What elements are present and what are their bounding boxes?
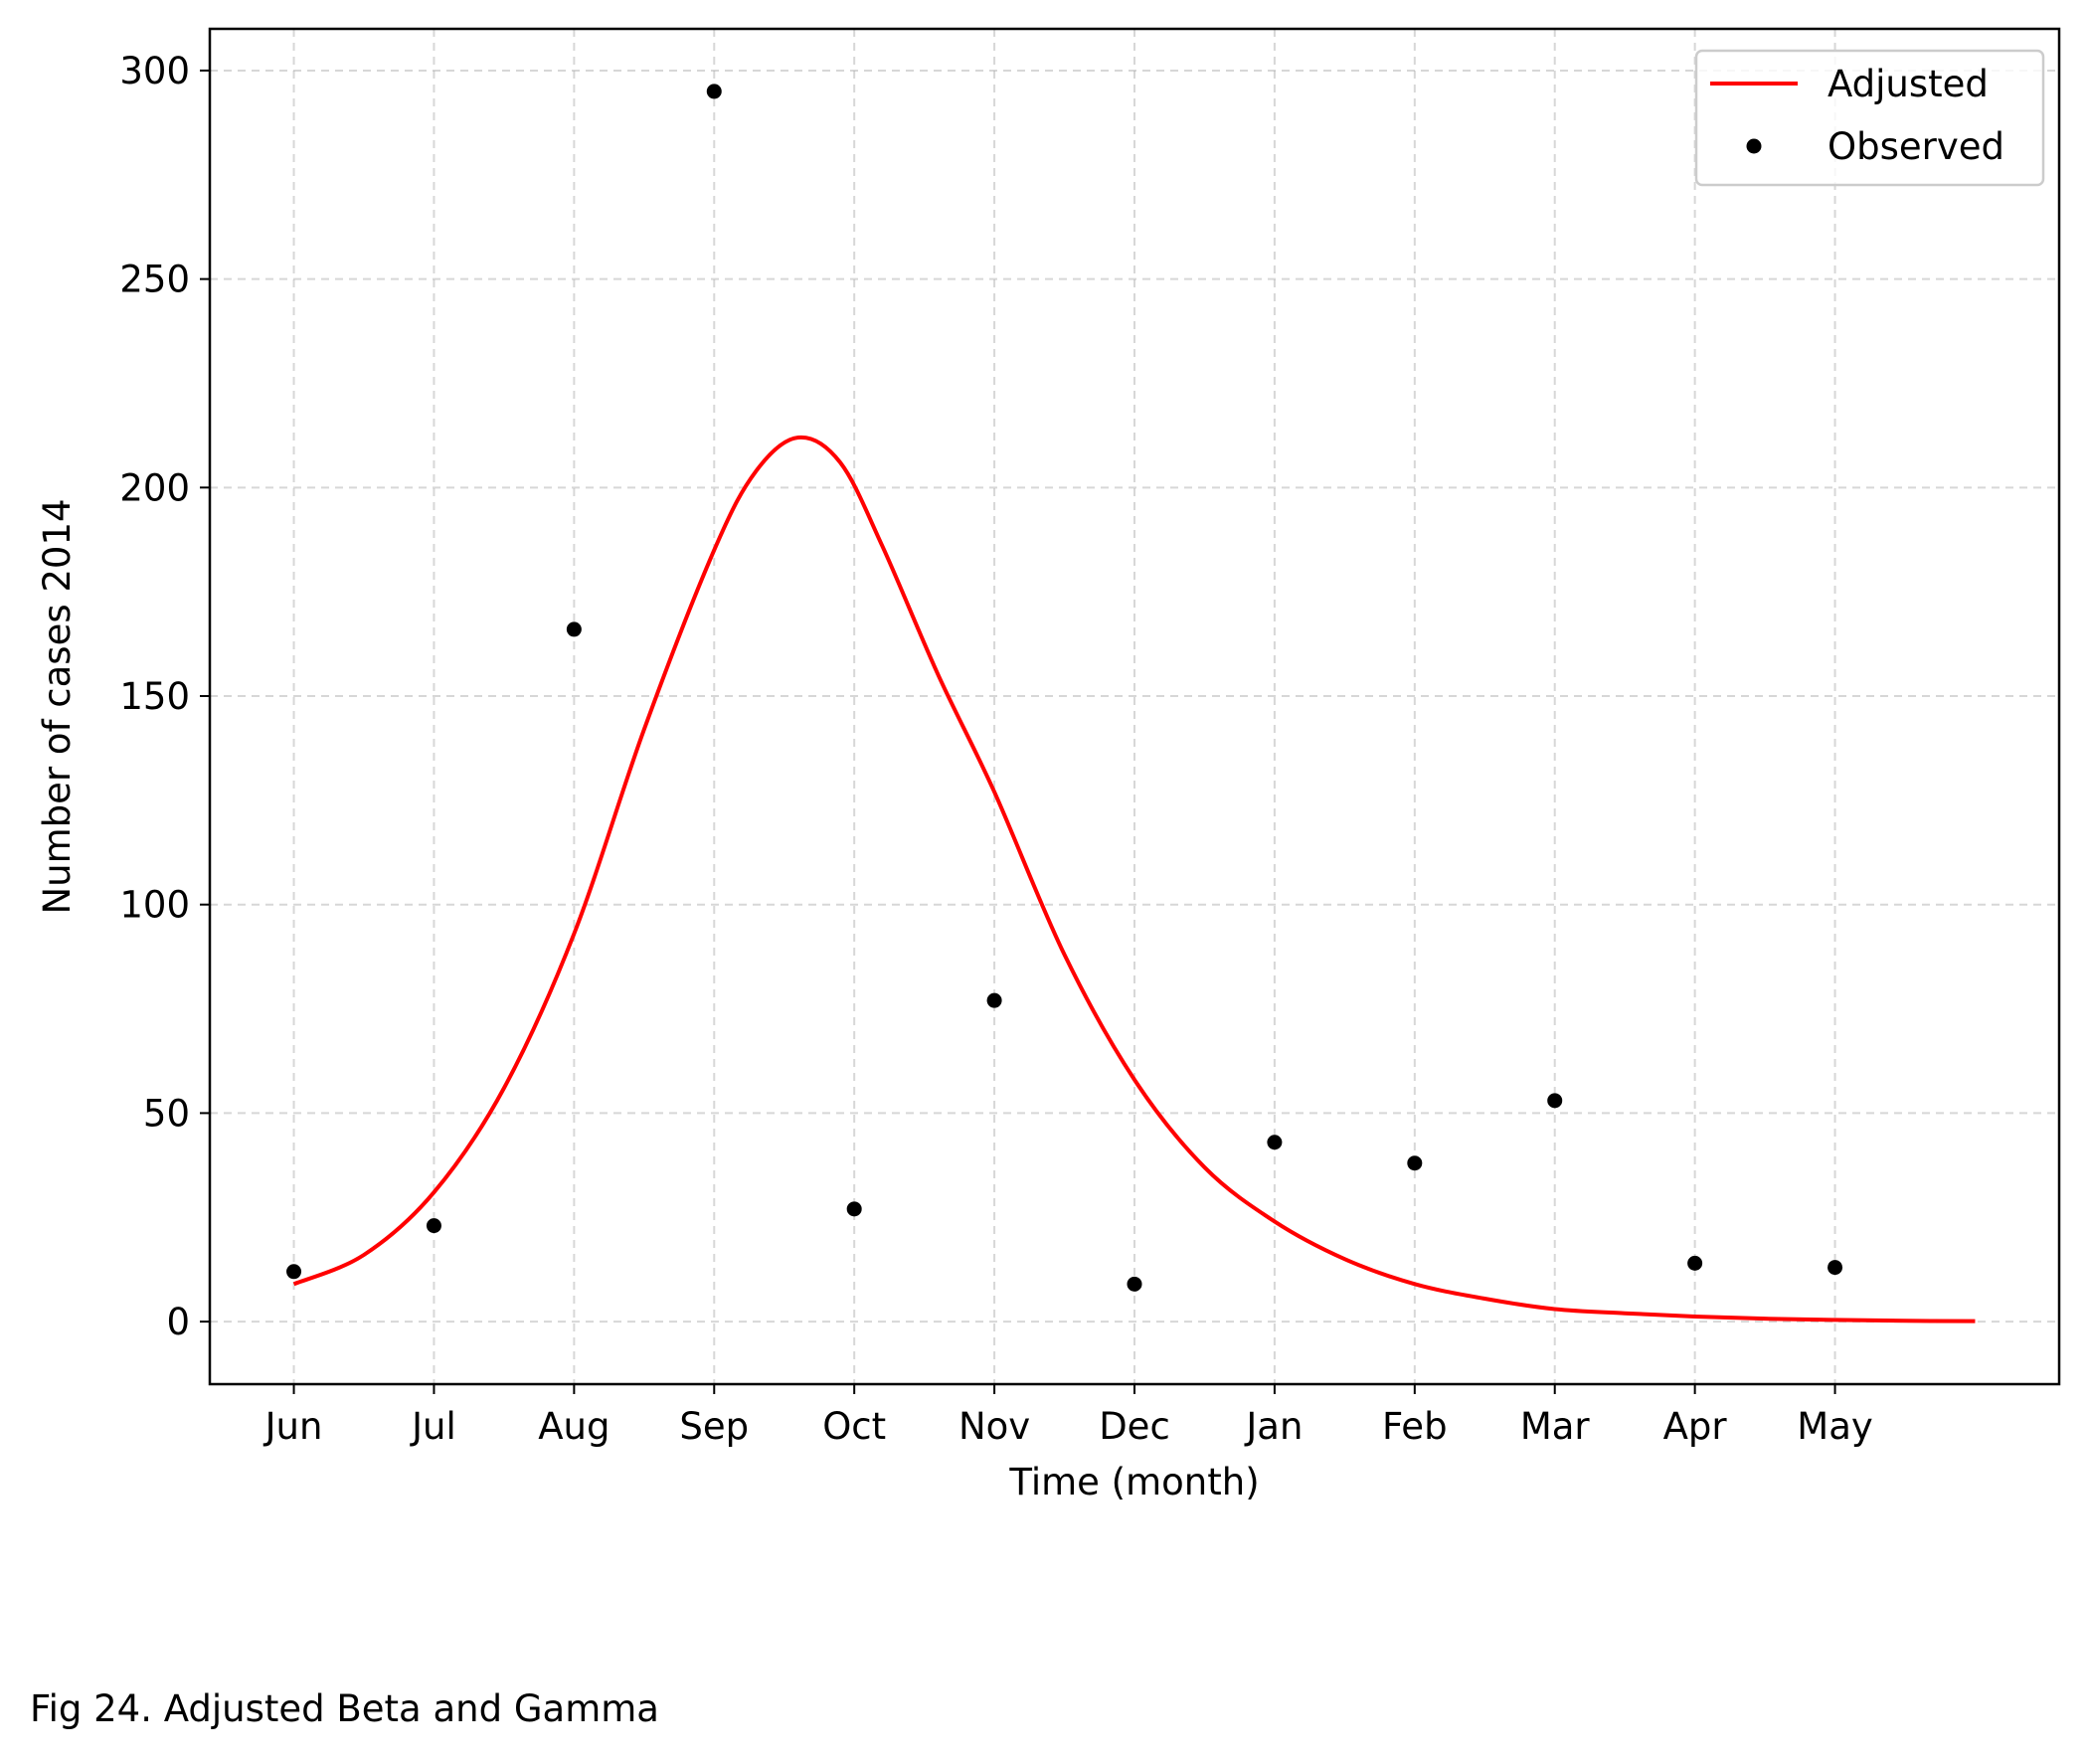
legend-label-adjusted: Adjusted: [1827, 63, 1989, 105]
observed-point: [986, 992, 1002, 1008]
observed-point: [1407, 1155, 1423, 1171]
y-tick-label: 200: [119, 466, 190, 509]
y-tick-label: 0: [166, 1301, 190, 1343]
observed-point: [1687, 1255, 1703, 1271]
series-line-adjusted: [292, 435, 1976, 1323]
y-tick-label: 50: [143, 1092, 190, 1135]
y-tick-label: 300: [119, 50, 190, 92]
y-tick-label: 100: [119, 884, 190, 927]
y-axis: 0 50 100 150 200 250 300: [119, 50, 210, 1343]
x-tick-label: Oct: [822, 1405, 886, 1448]
axes-frame: [208, 27, 2061, 1386]
x-tick-label: Nov: [958, 1405, 1030, 1448]
legend-label-observed: Observed: [1827, 125, 2004, 168]
figure-caption: Fig 24. Adjusted Beta and Gamma: [30, 1687, 659, 1730]
observed-point: [426, 1218, 441, 1234]
legend-dot-swatch: [1746, 138, 1762, 154]
observed-point: [566, 621, 582, 637]
observed-point: [706, 84, 722, 99]
observed-point: [1547, 1093, 1563, 1109]
x-tick-label: Apr: [1663, 1405, 1728, 1448]
observed-point: [1827, 1260, 1843, 1276]
x-tick-label: Sep: [679, 1405, 749, 1448]
x-tick-label: Aug: [538, 1405, 609, 1448]
observed-point: [1267, 1135, 1283, 1150]
y-tick-label: 150: [119, 675, 190, 718]
observed-point: [1127, 1276, 1142, 1292]
observed-point: [286, 1264, 302, 1280]
x-axis: Jun Jul Aug Sep Oct Nov Dec Jan Feb Mar Apr May: [263, 1384, 1873, 1448]
x-tick-label: Mar: [1520, 1405, 1591, 1448]
y-tick-label: 250: [119, 259, 190, 301]
x-tick-label: Jan: [1244, 1405, 1303, 1448]
x-tick-label: Feb: [1382, 1405, 1448, 1448]
x-tick-label: Jun: [263, 1405, 323, 1448]
x-axis-label: Time (month): [1008, 1461, 1259, 1503]
y-axis-label: Number of cases 2014: [36, 498, 79, 914]
grid-lines: [210, 29, 2059, 1384]
plot-area: [286, 84, 1976, 1323]
observed-point: [846, 1201, 862, 1217]
x-tick-label: Dec: [1099, 1405, 1170, 1448]
x-tick-label: May: [1797, 1405, 1873, 1448]
x-tick-label: Jul: [410, 1405, 456, 1448]
legend: Adjusted Observed: [1694, 49, 2045, 187]
